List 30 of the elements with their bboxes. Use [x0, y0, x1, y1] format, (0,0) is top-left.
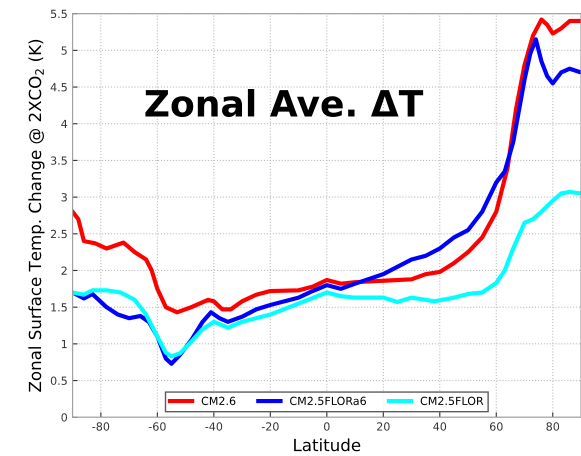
legend-label: CM2.5FLORa6 [290, 396, 366, 406]
x-tick-label: -60 [148, 422, 166, 431]
y-tick-label: 0.5 [50, 376, 67, 385]
x-axis-title: Latitude [294, 438, 360, 452]
line-series [72, 190, 581, 358]
y-tick-label: 3.5 [50, 156, 67, 165]
legend-label: CM2.6 [202, 396, 236, 406]
x-tick-label: 60 [490, 422, 503, 431]
y-tick-label: 2 [62, 266, 67, 275]
x-tick-label: -20 [262, 422, 279, 431]
y-tick-label: 1 [62, 340, 67, 348]
x-tick-label: 20 [377, 422, 390, 431]
x-tick-label: 80 [546, 422, 560, 431]
y-tick-label: 1.5 [51, 303, 67, 312]
y-tick-label: 5 [62, 46, 67, 55]
line-series [72, 17, 581, 314]
legend-label: CM2.5FLOR [420, 396, 484, 406]
line-series [72, 37, 581, 366]
x-tick-label: 40 [433, 422, 446, 431]
y-tick-label: 4.5 [50, 83, 67, 92]
x-tick-label: -80 [92, 422, 110, 431]
x-tick-label: 0 [324, 422, 330, 431]
y-tick-label: 3 [62, 193, 67, 202]
y-axis-title: Zonal Surface Temp. Change @ 2XCO$_{2}$ (K) [28, 40, 44, 392]
y-tick-label: 4 [61, 120, 68, 128]
y-tick-label: 2.5 [50, 230, 67, 238]
y-tick-label: 5.5 [50, 10, 67, 18]
y-tick-label: 0 [61, 413, 68, 422]
x-tick-label: -40 [205, 422, 222, 431]
text: Zonal Ave. ΔT [145, 89, 424, 117]
